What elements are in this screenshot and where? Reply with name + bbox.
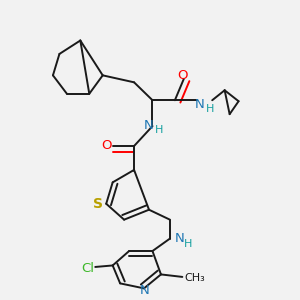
Text: N: N [195, 98, 205, 111]
Text: N: N [144, 118, 154, 132]
Text: Cl: Cl [81, 262, 94, 275]
Text: O: O [178, 69, 188, 82]
Text: H: H [155, 125, 164, 135]
Text: CH₃: CH₃ [185, 273, 206, 284]
Text: N: N [175, 232, 184, 245]
Text: H: H [206, 104, 214, 114]
Text: N: N [140, 284, 150, 297]
Text: S: S [93, 197, 103, 211]
Text: O: O [101, 139, 112, 152]
Text: H: H [184, 238, 192, 249]
